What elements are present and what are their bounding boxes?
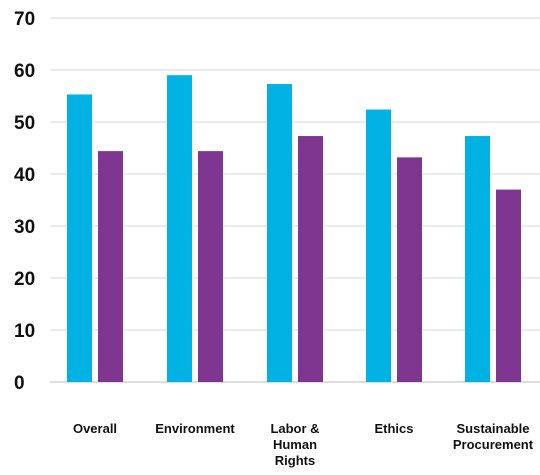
x-category-label-line: Sustainable bbox=[457, 421, 530, 436]
bars bbox=[67, 75, 521, 383]
x-category-label: Labor & Human Rights bbox=[270, 421, 319, 468]
bar-1-3 bbox=[267, 84, 292, 382]
y-axis-tick-labels: 0 10 20 30 40 50 60 70 bbox=[14, 9, 35, 394]
x-category-label-line: Labor & bbox=[270, 421, 319, 436]
x-category-label: Environment bbox=[155, 421, 235, 436]
y-tick-label: 50 bbox=[14, 113, 35, 134]
bar-1-2 bbox=[167, 75, 192, 382]
x-category-label-line: Human bbox=[273, 437, 317, 452]
x-category-label-line: Overall bbox=[73, 421, 117, 436]
x-category-label-line: Environment bbox=[155, 421, 235, 436]
bar-2-2 bbox=[198, 151, 223, 382]
x-category-label: Overall bbox=[73, 421, 117, 436]
x-category-label: Sustainable Procurement bbox=[453, 421, 534, 452]
bar-2-3 bbox=[298, 136, 323, 382]
bar-2-5 bbox=[496, 189, 521, 382]
x-axis-category-labels: Overall Environment Labor & Human Rights Ethi… bbox=[73, 421, 534, 468]
x-category-label-line: Rights bbox=[275, 453, 315, 468]
gridlines bbox=[50, 17, 540, 383]
bar-2-4 bbox=[397, 157, 422, 382]
y-tick-label: 70 bbox=[14, 9, 35, 30]
y-tick-label: 30 bbox=[14, 217, 35, 238]
x-category-label-line: Ethics bbox=[374, 421, 413, 436]
bar-1-1 bbox=[67, 94, 92, 382]
y-tick-label: 0 bbox=[14, 373, 25, 394]
x-category-label: Ethics bbox=[374, 421, 413, 436]
bar-2-1 bbox=[98, 151, 123, 382]
x-category-label-line: Procurement bbox=[453, 437, 534, 452]
y-tick-label: 40 bbox=[14, 165, 35, 186]
bar-1-5 bbox=[465, 136, 490, 382]
y-tick-label: 10 bbox=[14, 321, 35, 342]
bar-1-4 bbox=[366, 109, 391, 383]
y-tick-label: 60 bbox=[14, 61, 35, 82]
y-tick-label: 20 bbox=[14, 269, 35, 290]
